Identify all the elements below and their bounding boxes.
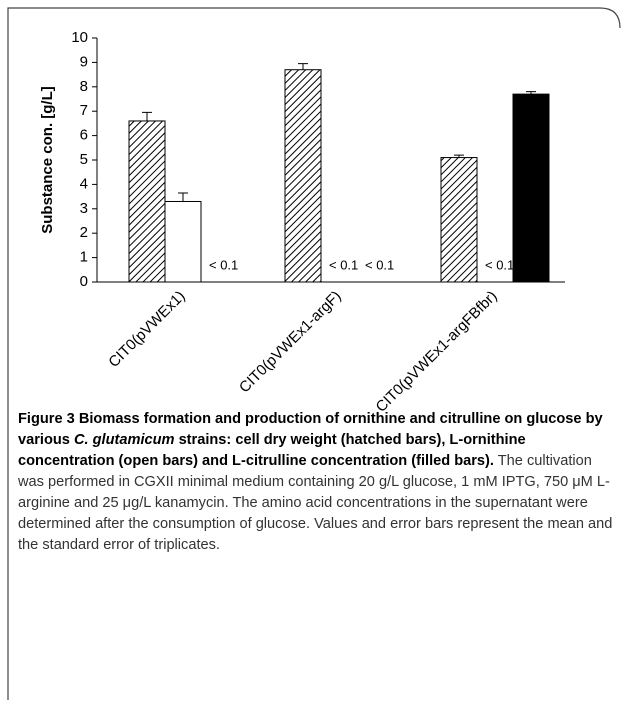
y-tick-label: 7 <box>80 102 88 119</box>
y-tick-label: 10 <box>71 29 88 46</box>
caption-title-part: strains: cell dry weight (hatched bars),… <box>18 432 526 469</box>
y-tick-label: 4 <box>80 175 88 192</box>
value-label: < 0.1 <box>485 257 514 272</box>
figure-frame <box>7 7 621 700</box>
caption-title-part: Biomass formation and production of orni… <box>18 411 603 448</box>
caption-body: The cultivation was performed in CGXII m… <box>18 453 613 553</box>
y-axis-label: Substance con. [g/L] <box>39 86 56 234</box>
y-tick-label: 1 <box>80 249 88 266</box>
y-tick-label: 2 <box>80 224 88 241</box>
bar <box>128 120 166 283</box>
bar <box>440 157 478 283</box>
value-label: < 0.1 <box>209 257 238 272</box>
bar <box>164 200 202 283</box>
y-tick-label: 0 <box>80 273 88 290</box>
y-tick-label: 5 <box>80 151 88 168</box>
caption: Figure 3 Biomass formation and productio… <box>18 409 618 556</box>
bar <box>512 93 550 283</box>
error-bar <box>454 154 464 158</box>
x-tick-label: CIT0(pVWEx1) <box>105 288 188 371</box>
error-bar <box>178 192 188 202</box>
error-bar <box>298 63 308 70</box>
x-tick-label: CIT0(pVWEx1-argF) <box>236 288 345 397</box>
error-bar <box>142 111 152 121</box>
x-tick-label: CIT0(pVWEx1-argFBfbr) <box>373 288 501 416</box>
y-tick-label: 3 <box>80 200 88 217</box>
error-bar <box>526 91 536 95</box>
y-tick-label: 8 <box>80 78 88 95</box>
caption-title: Biomass formation and production of orni… <box>18 411 603 469</box>
y-tick-label: 6 <box>80 127 88 144</box>
bar <box>284 69 322 283</box>
caption-label: Figure 3 <box>18 411 75 427</box>
value-label: < 0.1 <box>365 257 394 272</box>
caption-title-part: C. glutamicum <box>73 432 175 448</box>
y-tick-label: 9 <box>80 53 88 70</box>
value-label: < 0.1 <box>329 257 358 272</box>
